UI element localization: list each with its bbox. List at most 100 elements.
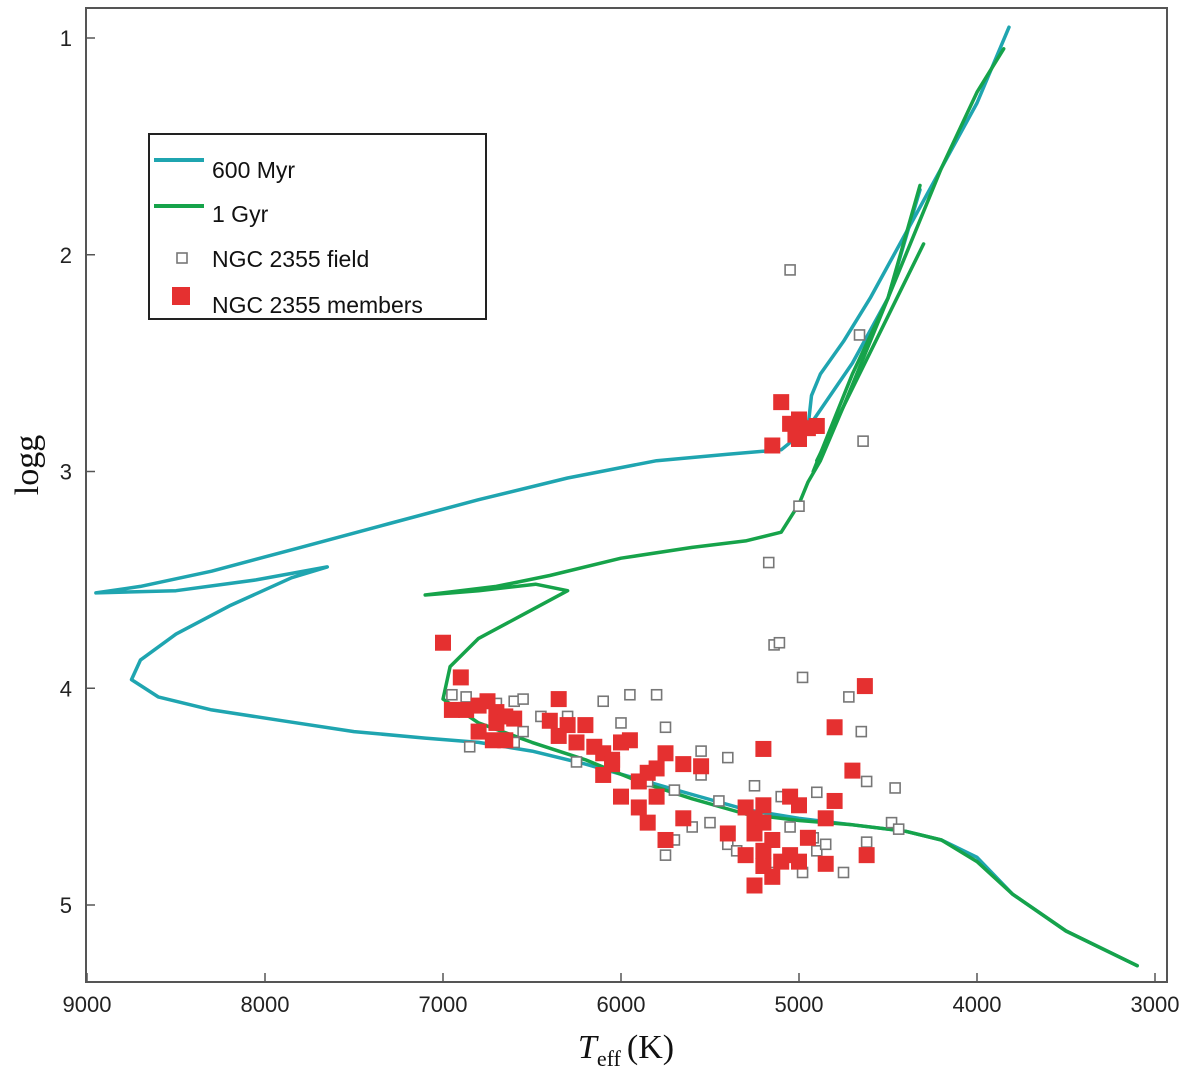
member-star-point [791,430,807,447]
x-tick-label: 6000 [597,992,646,1017]
member-star-point [657,831,674,848]
y-tick-label: 1 [60,26,72,51]
y-tick-label: 2 [60,243,72,268]
member-star-point [577,717,594,734]
member-star-point [630,799,647,816]
legend-label-600-myr: 600 Myr [212,157,295,183]
field-star-point [843,691,855,703]
isochrone-600-myr-line [94,25,1139,968]
field-star-point [819,838,832,851]
member-stars [435,394,875,894]
member-star-point [719,825,736,842]
field-star-point [857,435,869,447]
y-axis: 1 2 3 4 5 [60,26,95,918]
member-star-point [746,877,763,894]
member-star-point [808,417,825,434]
isochrone-1-gyr-line [815,242,926,463]
field-star-point [721,751,734,764]
field-star-point [885,816,898,829]
field-star-point [837,866,850,879]
field-star-point [810,786,823,799]
isochrone-1-gyr-line [423,47,1139,968]
field-star-point [855,725,868,738]
member-star-point [755,797,772,814]
member-star-point [657,745,674,762]
field-star-point [713,795,725,807]
x-axis-title-unit: (K) [627,1029,674,1066]
member-star-point [817,855,834,872]
field-star-point [860,775,873,788]
member-star-point [764,868,781,885]
y-tick-label: 5 [60,893,72,918]
x-tick-label: 7000 [419,992,468,1017]
isochrone-curves [94,25,1139,968]
field-star-point [810,845,823,857]
member-star-point [541,712,558,729]
legend-label-members: NGC 2355 members [212,292,423,318]
x-tick-label: 4000 [953,992,1002,1017]
field-star-point [650,688,663,701]
x-tick-label: 8000 [241,992,290,1017]
member-star-point [764,437,781,454]
x-tick-label: 3000 [1131,992,1180,1017]
field-star-point [784,264,796,276]
field-star-point [615,717,627,729]
field-star-point [570,756,583,768]
field-star-point [668,784,681,796]
member-star-point [858,847,875,864]
member-star-point [791,797,807,814]
legend-box [148,133,487,320]
member-star-point [470,723,487,740]
y-tick-label: 3 [60,460,72,485]
member-star-point [826,719,843,736]
field-star-point [748,779,761,792]
member-star-point [621,732,638,749]
field-star-point [659,849,672,861]
member-star-point [568,734,585,751]
member-star-point [675,810,692,827]
member-star-point [675,756,692,773]
y-tick-label: 4 [60,676,72,701]
member-star-point [817,810,834,827]
field-star-point [860,836,873,848]
member-star-point [458,701,475,718]
x-axis-title-subscript: eff [597,1046,622,1071]
x-axis-title-symbol: T [578,1029,599,1066]
field-star-point [796,671,809,684]
field-star-point [460,691,472,703]
field-star-point [773,636,786,649]
member-star-point [737,847,754,864]
legend-swatch-field [176,252,188,264]
member-star-point [782,847,799,864]
field-star-point [517,725,529,738]
field-star-point [892,823,905,835]
member-star-point [443,701,460,718]
member-star-point [648,788,665,805]
member-star-point [550,691,567,708]
member-star-point [613,788,629,805]
legend-label-field: NGC 2355 field [212,246,369,272]
field-star-point [597,695,610,708]
member-star-point [844,762,861,779]
field-star-point [624,688,636,701]
field-star-point [784,821,796,833]
member-star-point [639,814,656,831]
legend: 600 Myr 1 Gyr NGC 2355 field NGC 2355 me… [148,133,487,320]
field-star-point [659,721,672,734]
field-star-point [762,556,775,569]
member-star-point [452,669,469,686]
field-star-point [463,740,476,753]
member-star-point [484,732,501,749]
member-star-point [755,740,772,757]
isochrone-1-gyr-line [811,183,922,474]
member-star-point [826,792,843,809]
member-star-point [648,760,665,777]
x-axis-title: Teff (K) [578,1029,674,1071]
member-star-point [595,766,612,783]
legend-label-1-gyr: 1 Gyr [212,201,269,227]
field-star-point [446,688,458,701]
member-star-point [773,394,790,411]
member-star-point [550,727,567,744]
field-star-point [695,745,707,757]
member-star-point [435,634,451,651]
